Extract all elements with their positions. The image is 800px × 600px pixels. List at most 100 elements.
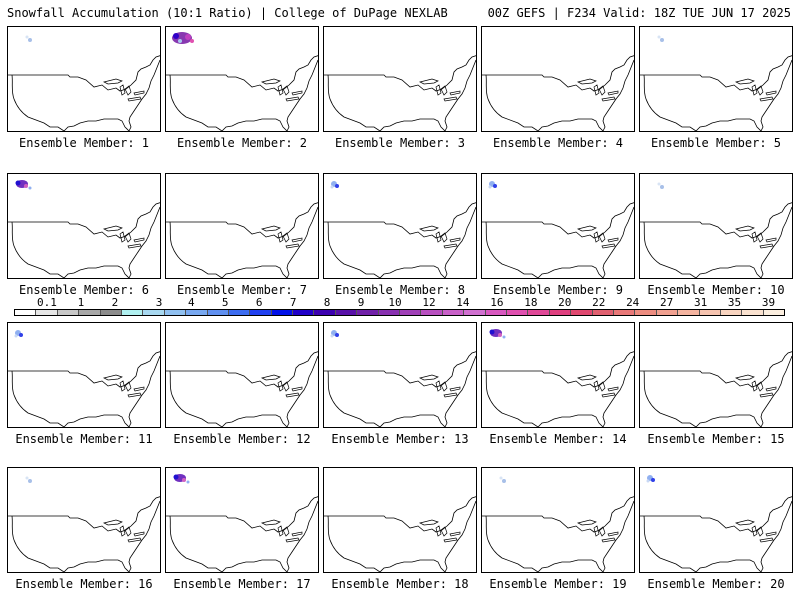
great-lakes [734,225,777,249]
country-border-line [166,202,318,239]
color-scale-swatch [250,310,272,315]
great-lakes [576,374,619,398]
country-border-line [166,496,318,533]
coastline [169,355,318,427]
ensemble-member-map [639,322,793,428]
color-scale-swatch [656,310,679,315]
valid-time-label: 00Z GEFS | F234 Valid: 18Z TUE JUN 17 20… [487,6,791,20]
country-border-line [640,351,792,388]
country-border-line [640,496,792,533]
ensemble-member-label: Ensemble Member: 4 [492,136,624,150]
ensemble-member-map [323,322,477,428]
color-scale-tick-label: 2 [111,296,119,309]
great-lakes [734,374,777,398]
color-scale-swatch [613,310,636,315]
ensemble-member-map [323,26,477,132]
color-scale-tick-label: 6 [255,296,263,309]
ensemble-member-label: Ensemble Member: 7 [176,283,308,297]
snowfall-color-scale [14,309,785,316]
great-lakes [102,225,145,249]
color-scale-swatch [571,310,593,315]
color-scale-swatch [378,310,401,315]
color-scale-swatch [699,310,721,315]
great-lakes [260,78,303,102]
coastline [643,206,792,278]
ensemble-member-label: Ensemble Member: 6 [18,283,150,297]
coastline [485,59,634,131]
country-border-line [8,55,160,92]
color-scale-swatch [506,310,529,315]
country-border-line [324,351,476,388]
ensemble-member-label: Ensemble Member: 13 [331,432,469,446]
country-border-line [166,351,318,388]
color-scale-swatch [635,310,657,315]
color-scale-swatch [592,310,614,315]
color-scale-swatch [742,310,764,315]
country-border-line [8,202,160,239]
color-scale-swatch [15,310,37,315]
color-scale-tick-label: 1 [77,296,85,309]
color-scale-swatch [421,310,443,315]
color-scale-swatch [164,310,187,315]
ensemble-member-label: Ensemble Member: 19 [489,577,627,591]
great-lakes [576,78,619,102]
ensemble-member-label: Ensemble Member: 14 [489,432,627,446]
great-lakes [576,225,619,249]
ensemble-member-map [165,467,319,573]
color-scale-tick-label: 5 [221,296,229,309]
great-lakes [418,225,461,249]
ensemble-member-label: Ensemble Member: 1 [18,136,150,150]
color-scale-tick-label: 12 [422,296,436,309]
coastline [11,500,160,572]
color-scale-tick-label: 7 [289,296,297,309]
country-border-line [324,202,476,239]
coastline [643,500,792,572]
color-scale-tick-label: 9 [357,296,365,309]
country-border-line [640,202,792,239]
great-lakes [576,519,619,543]
country-border-line [8,496,160,533]
color-scale-swatch [293,310,315,315]
color-scale-tick-label: 4 [187,296,195,309]
ensemble-member-map [165,322,319,428]
coastline [327,500,476,572]
great-lakes [734,78,777,102]
ensemble-member-label: Ensemble Member: 11 [15,432,153,446]
ensemble-member-map [7,26,161,132]
color-scale-swatch [121,310,144,315]
coastline [169,500,318,572]
color-scale-swatch [485,310,507,315]
color-scale-swatch [763,310,785,315]
coastline [169,59,318,131]
color-scale-swatch [357,310,379,315]
great-lakes [418,374,461,398]
country-border-line [482,496,634,533]
ensemble-member-label: Ensemble Member: 15 [647,432,785,446]
great-lakes [102,374,145,398]
coastline [327,59,476,131]
color-scale-tick-label: 14 [456,296,470,309]
ensemble-member-map [323,173,477,279]
country-border-line [482,351,634,388]
ensemble-member-label: Ensemble Member: 18 [331,577,469,591]
color-scale-tick-label: 3 [155,296,163,309]
coastline [169,206,318,278]
great-lakes [102,78,145,102]
color-scale-tick-label: 10 [388,296,402,309]
ensemble-member-map [323,467,477,573]
ensemble-member-map [481,322,635,428]
ensemble-member-label: Ensemble Member: 9 [492,283,624,297]
color-scale-swatch [314,310,336,315]
color-scale-tick-label: 31 [693,296,708,309]
country-border-line [482,55,634,92]
ensemble-member-label: Ensemble Member: 16 [15,577,153,591]
color-scale-swatch [720,310,743,315]
ensemble-member-map [165,173,319,279]
color-scale-swatch [57,310,80,315]
color-scale-tick-label: 18 [524,296,538,309]
ensemble-member-map [481,467,635,573]
coastline [11,206,160,278]
ensemble-member-label: Ensemble Member: 12 [173,432,311,446]
ensemble-member-label: Ensemble Member: 5 [650,136,782,150]
map-title: Snowfall Accumulation (10:1 Ratio) | Col… [7,6,448,20]
